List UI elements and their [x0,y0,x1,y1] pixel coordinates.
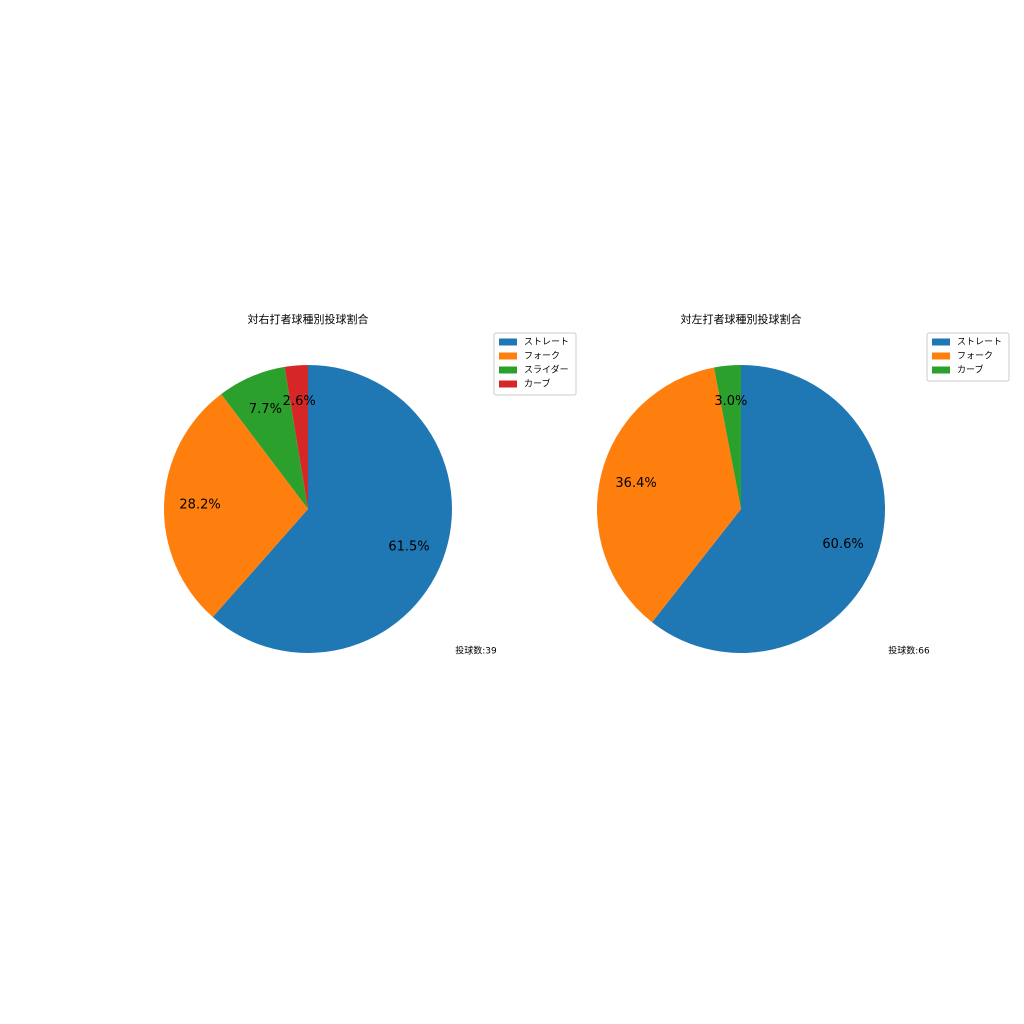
annotation: 投球数:39 [455,645,497,657]
legend-label: ストレート [957,338,1002,348]
pie-slice [284,365,308,509]
legend-swatch [499,380,517,388]
annotation: 投球数:66 [888,645,930,657]
pie-slice [164,394,308,618]
legend-swatch [499,352,517,360]
legend-label: カーブ [957,364,983,376]
legend-label: カーブ [524,378,550,390]
chart-title: 対左打者球種別投球割合 [681,312,802,326]
legend-label: スライダー [524,364,569,376]
slice-label: 7.7% [249,402,282,417]
slice-label: 60.6% [822,537,863,552]
legend-label: フォーク [957,351,993,362]
slice-label: 28.2% [179,497,220,512]
slice-label: 36.4% [615,476,656,491]
slice-label: 3.0% [714,394,747,409]
legend-box [493,332,577,396]
slice-label: 2.6% [283,394,316,409]
legend-swatch [932,338,950,346]
pie-slice [221,366,308,509]
pie-slice [212,365,452,653]
legend-label: ストレート [524,338,569,348]
legend-swatch [932,352,950,360]
pie-slice [597,367,741,623]
chart-title: 対右打者球種別投球割合 [248,312,369,326]
pie-slice [652,365,886,653]
pie-chart: 対右打者球種別投球割合 61.5% 28.2% 7.7%2.6% ストレートフォークスラ… [164,312,577,657]
pie-chart: 対左打者球種別投球割合 60.6% 36.4% 3.0% ストレートフォークカーブ投球数… [597,312,1010,657]
pie-slice [714,365,741,509]
slice-label: 61.5% [388,540,429,555]
legend-swatch [932,366,950,374]
legend-swatch [499,338,517,346]
legend-swatch [499,366,517,374]
legend-label: フォーク [524,351,560,362]
